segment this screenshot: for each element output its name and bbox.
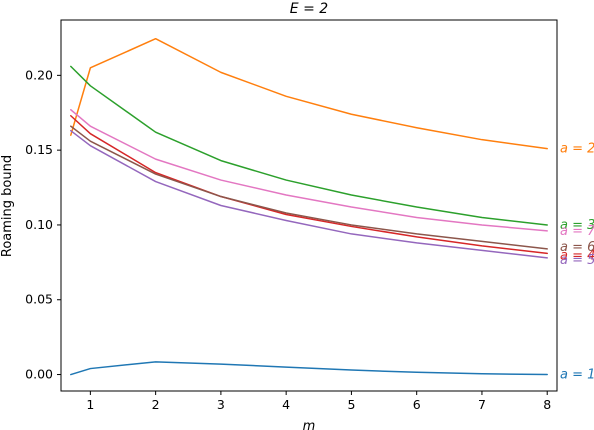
x-tick-label-4: 4 xyxy=(282,397,290,412)
series-label-a-1: a = 1 xyxy=(560,368,594,383)
series-label-a-2: a = 2 xyxy=(560,142,594,157)
series-line-a-2 xyxy=(70,37,548,150)
series-label-a-7: a = 7 xyxy=(560,224,594,239)
x-tick-label-1: 1 xyxy=(86,397,94,412)
x-axis-label: m xyxy=(303,419,316,430)
y-tick-label-0.15: 0.15 xyxy=(25,142,53,157)
x-tick-label-3: 3 xyxy=(217,397,225,412)
plot-area xyxy=(70,37,548,376)
x-tick-label-8: 8 xyxy=(543,397,551,412)
y-axis-label: Roaming bound xyxy=(0,155,15,257)
plot-frame xyxy=(60,19,558,392)
y-tick-label-0.10: 0.10 xyxy=(25,217,53,232)
y-tick-label-0.05: 0.05 xyxy=(25,292,53,307)
series-label-a-3: a = 3 xyxy=(560,218,594,233)
series-label-a-6: a = 6 xyxy=(560,240,594,255)
x-tick-label-6: 6 xyxy=(413,397,421,412)
series-label-a-5: a = 5 xyxy=(560,253,594,268)
y-tick-label-0.00: 0.00 xyxy=(25,367,53,382)
x-tick-label-2: 2 xyxy=(152,397,160,412)
x-tick-label-5: 5 xyxy=(347,397,355,412)
series-line-a-7 xyxy=(70,109,548,232)
series-line-a-6 xyxy=(70,125,548,250)
series-line-a-5 xyxy=(70,129,548,259)
series-line-a-3 xyxy=(70,65,548,226)
y-tick-label-0.20: 0.20 xyxy=(25,67,53,82)
series-line-a-4 xyxy=(70,114,548,255)
chart-title: E = 2 xyxy=(290,1,328,17)
series-label-a-4: a = 4 xyxy=(560,248,594,263)
x-tick-label-7: 7 xyxy=(478,397,486,412)
series-line-a-1 xyxy=(70,361,548,376)
